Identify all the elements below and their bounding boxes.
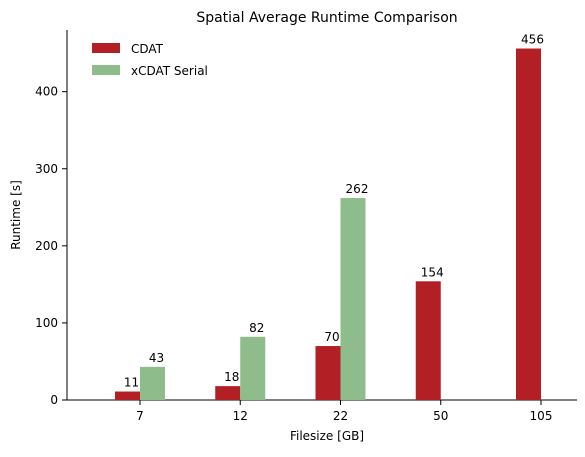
x-axis-label: Filesize [GB] [290,429,364,443]
data-label: 70 [324,330,339,344]
y-tick-label: 400 [35,85,58,99]
bar-xcdat-serial [340,198,366,400]
data-label: 456 [521,33,544,47]
data-label: 18 [224,370,239,384]
legend-swatch [92,43,120,53]
bar-cdat [115,391,140,400]
plot-area: 0 100 200 300 400 7 11 43 12 18 82 22 70 262 50 154 105 4… [35,30,577,423]
y-axis-label: Runtime [s] [9,180,23,250]
data-label: 262 [346,182,369,196]
x-tick-label: 7 [136,409,144,423]
data-label: 11 [124,376,139,390]
bar-cdat [315,346,341,400]
legend-label: xCDAT Serial [131,64,208,78]
y-tick-label: 100 [35,316,58,330]
y-tick-label: 0 [50,393,58,407]
data-label: 154 [421,265,444,279]
bar-cdat [516,48,541,400]
x-tick-label: 22 [333,409,348,423]
bar-cdat [415,281,441,400]
y-tick-label: 200 [35,239,58,253]
bar-xcdat-serial [240,336,266,400]
data-label: 43 [149,351,164,365]
legend-swatch [92,65,120,75]
data-label: 82 [249,321,264,335]
bar-xcdat-serial [140,366,165,400]
bar-cdat [215,386,241,400]
x-tick-label: 105 [530,409,553,423]
x-tick-label: 12 [233,409,248,423]
y-tick-label: 300 [35,162,58,176]
x-tick-label: 50 [433,409,448,423]
chart-title: Spatial Average Runtime Comparison [196,10,457,26]
legend: CDAT xCDAT Serial [92,42,208,78]
legend-label: CDAT [131,42,164,56]
